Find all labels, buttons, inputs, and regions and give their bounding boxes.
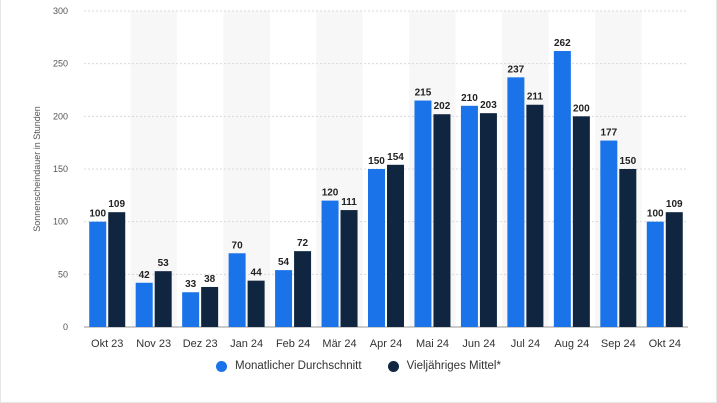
bar-monthly-average[interactable]	[89, 221, 107, 327]
bar-monthly-average[interactable]	[321, 200, 339, 327]
data-label: 42	[139, 270, 151, 281]
data-label: 215	[415, 88, 432, 99]
data-label: 237	[508, 64, 525, 75]
bar-long-term-mean[interactable]	[479, 113, 497, 327]
data-label: 109	[108, 199, 125, 210]
bar-long-term-mean[interactable]	[154, 271, 172, 327]
bar-monthly-average[interactable]	[646, 221, 664, 327]
y-tick-label: 100	[53, 217, 68, 227]
data-label: 100	[647, 209, 664, 220]
x-tick-label: Jul 24	[511, 338, 540, 350]
bar-monthly-average[interactable]	[135, 282, 153, 327]
x-tick-label: Jun 24	[462, 338, 495, 350]
legend-item-long-term-mean[interactable]: Vieljähriges Mittel*	[387, 360, 501, 372]
bar-long-term-mean[interactable]	[340, 210, 358, 327]
bar-long-term-mean[interactable]	[433, 114, 451, 327]
data-label: 44	[251, 268, 263, 279]
x-tick-label: Mär 24	[322, 338, 356, 350]
legend: Monatlicher Durchschnitt Vieljähriges Mi…	[0, 360, 717, 372]
bar-monthly-average[interactable]	[275, 270, 293, 327]
data-label: 211	[527, 92, 544, 103]
x-tick-label: Nov 23	[136, 338, 171, 350]
bar-monthly-average[interactable]	[460, 105, 478, 327]
legend-marker-long-term-mean	[387, 360, 399, 372]
x-tick-label: Dez 23	[183, 338, 218, 350]
bar-long-term-mean[interactable]	[108, 212, 126, 327]
data-label: 54	[278, 257, 290, 268]
x-tick-label: Okt 23	[91, 338, 123, 350]
y-tick-label: 50	[58, 269, 68, 279]
y-axis-label: Sonnenscheindauer in Stunden	[32, 106, 42, 232]
data-label: 72	[297, 238, 309, 249]
y-tick-label: 250	[53, 59, 68, 69]
data-label: 210	[461, 93, 478, 104]
y-tick-label: 200	[53, 111, 68, 121]
legend-marker-monthly-average	[216, 360, 228, 372]
data-label: 100	[89, 209, 106, 220]
x-tick-label: Feb 24	[276, 338, 310, 350]
data-label: 111	[341, 197, 357, 208]
data-label: 33	[185, 279, 197, 290]
bar-monthly-average[interactable]	[182, 292, 200, 327]
x-tick-label: Aug 24	[554, 338, 589, 350]
bar-monthly-average[interactable]	[553, 51, 571, 327]
bar-monthly-average[interactable]	[228, 253, 246, 327]
legend-label-long-term-mean: Vieljähriges Mittel*	[406, 360, 501, 372]
data-label: 150	[619, 156, 636, 167]
data-label: 154	[387, 152, 404, 163]
y-tick-label: 300	[53, 6, 68, 16]
data-label: 53	[158, 258, 170, 269]
data-label: 70	[232, 240, 244, 251]
x-tick-label: Mai 24	[416, 338, 449, 350]
bar-monthly-average[interactable]	[600, 140, 618, 327]
legend-item-monthly-average[interactable]: Monatlicher Durchschnitt	[216, 360, 362, 372]
bar-monthly-average[interactable]	[368, 169, 385, 327]
bar-long-term-mean[interactable]	[572, 116, 590, 327]
x-tick-label: Okt 24	[649, 338, 681, 350]
data-label: 150	[368, 156, 385, 167]
legend-label-monthly-average: Monatlicher Durchschnitt	[235, 360, 362, 372]
x-tick-label: Apr 24	[370, 338, 402, 350]
bar-long-term-mean[interactable]	[294, 251, 312, 327]
x-tick-label: Jan 24	[230, 338, 263, 350]
data-label: 203	[480, 100, 497, 111]
data-label: 200	[573, 103, 590, 114]
bar-monthly-average[interactable]	[414, 100, 432, 328]
data-label: 109	[666, 199, 683, 210]
data-label: 38	[204, 274, 216, 285]
bar-long-term-mean[interactable]	[665, 212, 683, 327]
bar-long-term-mean[interactable]	[201, 286, 219, 327]
bar-long-term-mean[interactable]	[247, 280, 265, 327]
data-label: 120	[322, 188, 339, 199]
data-label: 202	[434, 101, 451, 112]
bar-long-term-mean[interactable]	[387, 164, 404, 327]
y-tick-label: 0	[63, 322, 68, 332]
bar-monthly-average[interactable]	[507, 77, 525, 327]
bar-long-term-mean[interactable]	[619, 169, 637, 327]
bar-long-term-mean[interactable]	[526, 104, 544, 327]
y-tick-label: 150	[53, 164, 68, 174]
data-label: 177	[600, 128, 617, 139]
x-tick-label: Sep 24	[601, 338, 636, 350]
data-label: 262	[554, 38, 571, 49]
